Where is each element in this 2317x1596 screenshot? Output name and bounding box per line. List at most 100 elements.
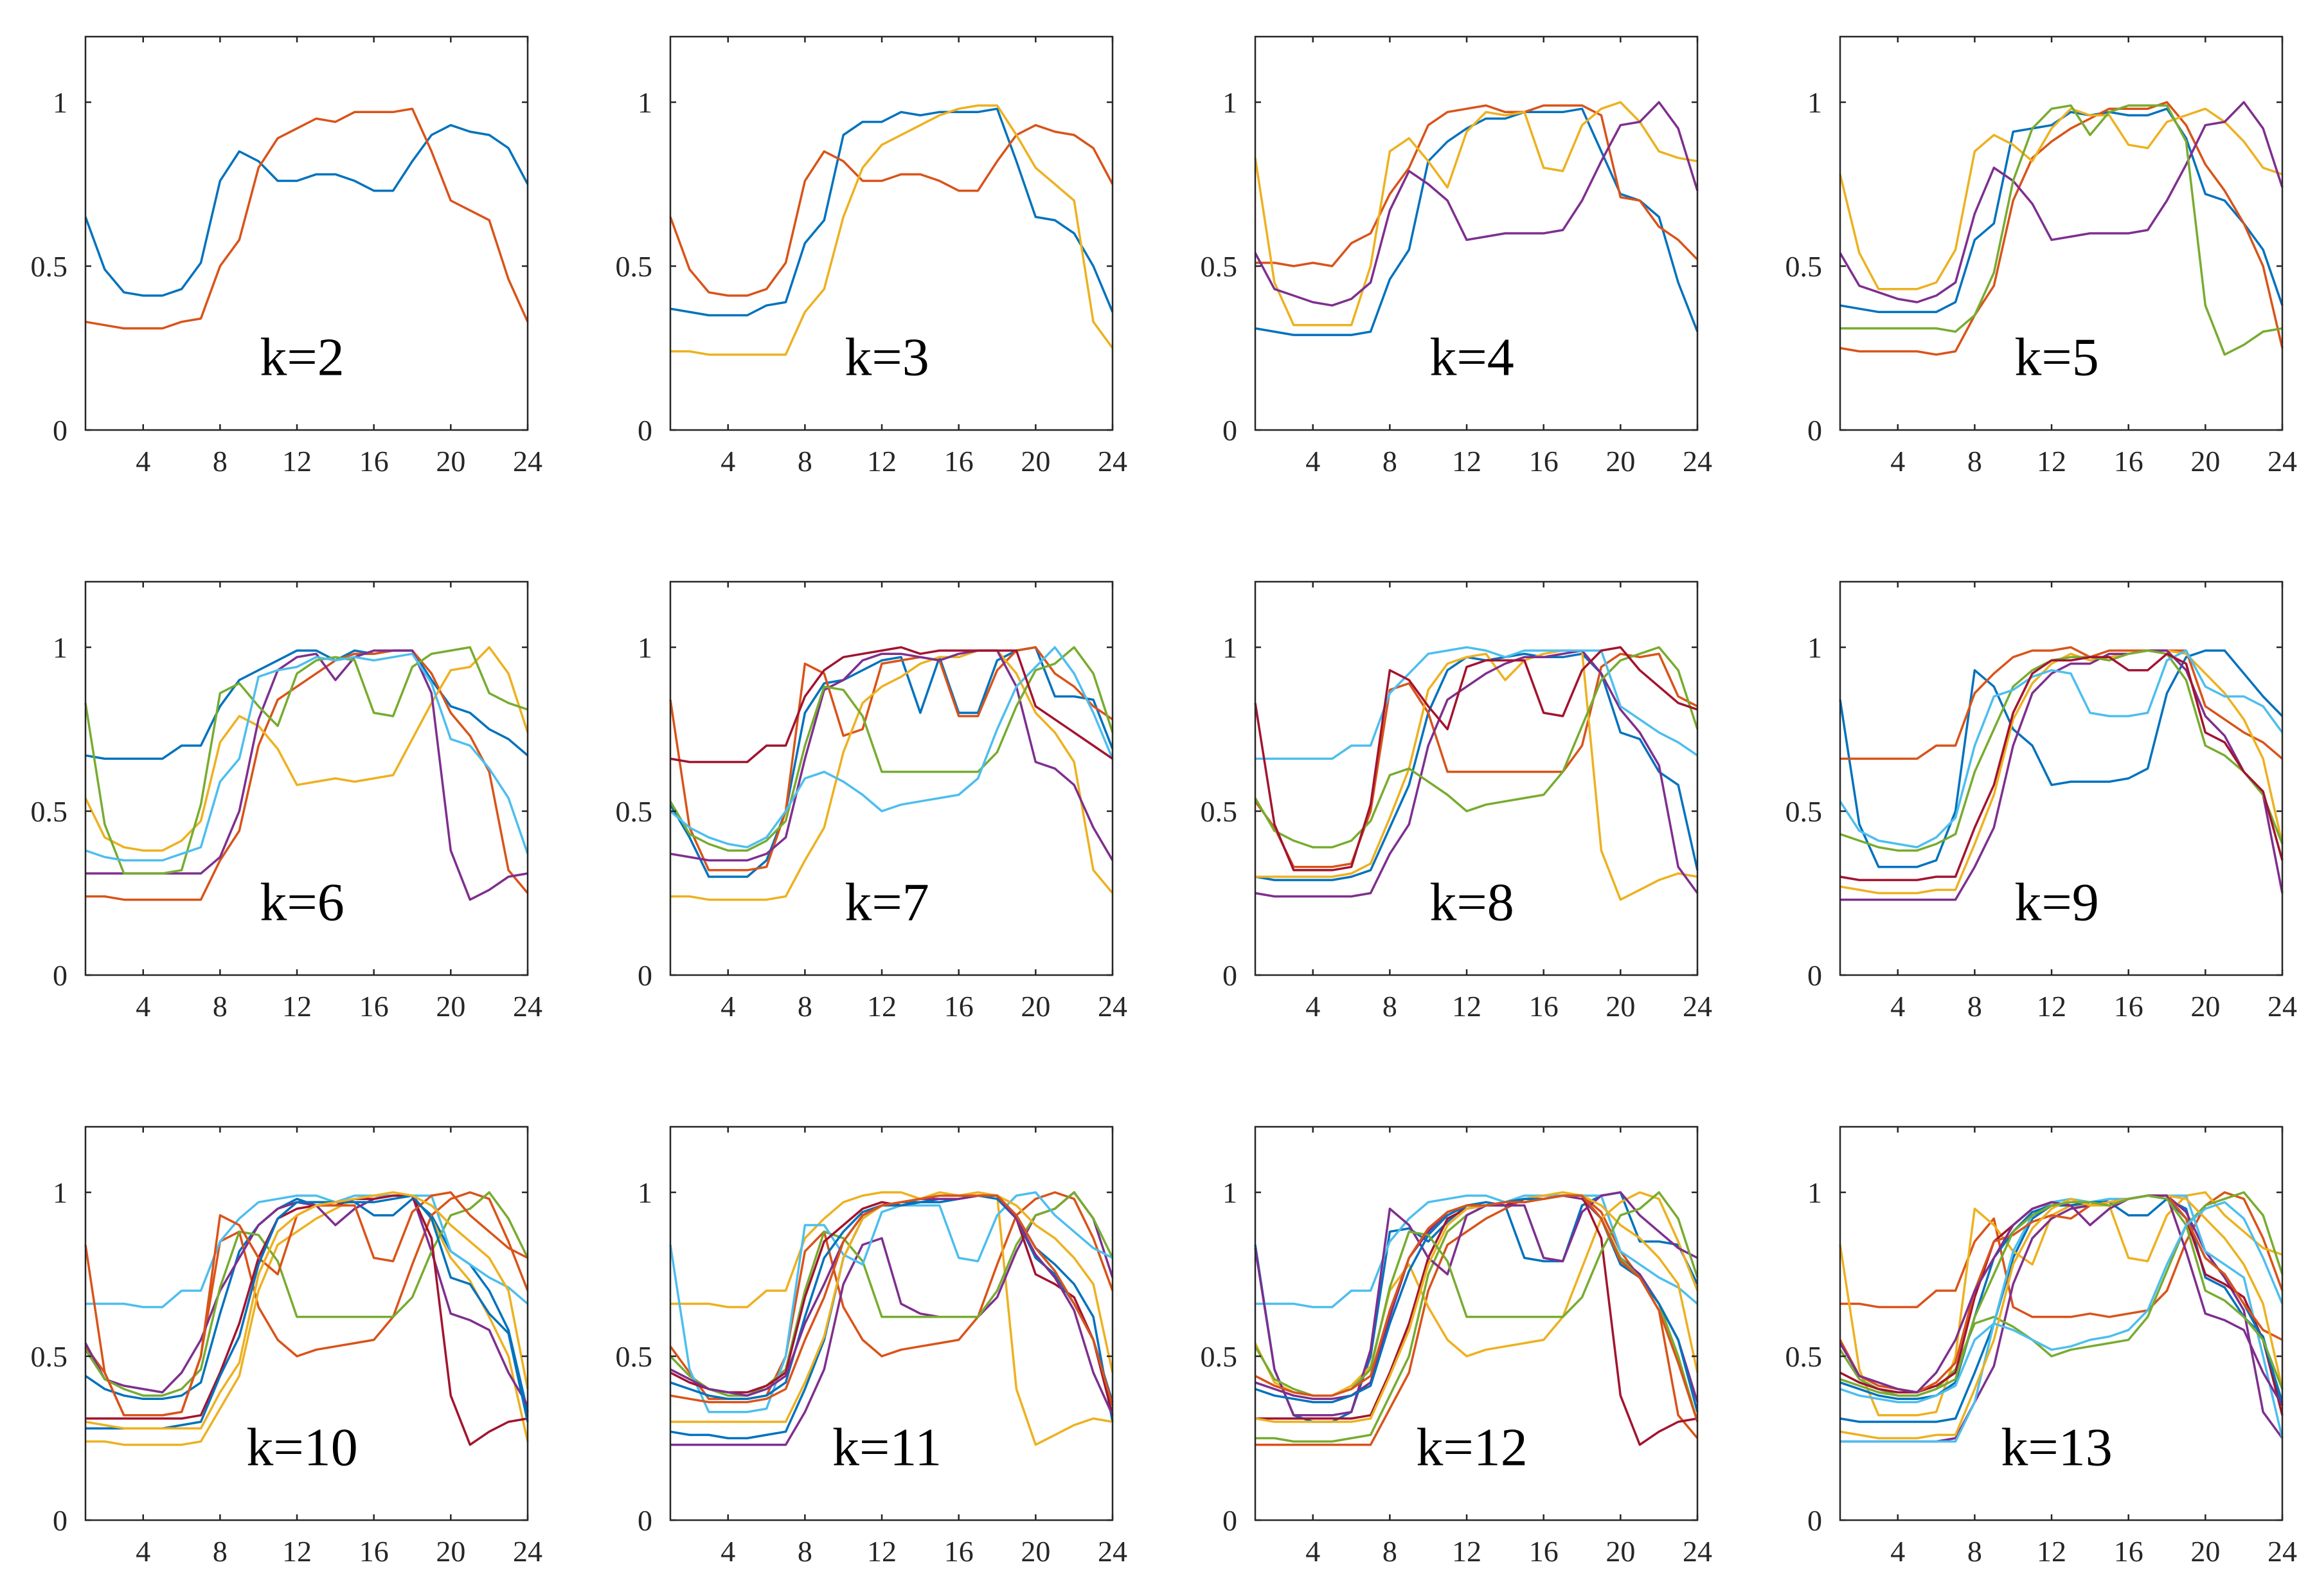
panel-label: k=2 (260, 327, 344, 387)
x-tick-label: 12 (2037, 990, 2066, 1023)
axes-frame (84, 1125, 529, 1521)
series-line-9 (1839, 1194, 2283, 1394)
series-line-2 (85, 649, 529, 901)
series-line-6 (1255, 1194, 1699, 1309)
x-tick-label: 12 (2037, 445, 2066, 478)
axes-frame (1839, 580, 2284, 976)
series-line-1 (84, 123, 529, 297)
x-tick-label: 4 (1890, 445, 1905, 478)
x-tick-label: 8 (213, 445, 228, 478)
x-tick-label: 20 (2190, 990, 2220, 1023)
panel-k-11: 4 8 12 16 20 24 0 0.5 1 k=11 (616, 1125, 1127, 1568)
x-tick-label: 8 (798, 990, 812, 1023)
series-line-6 (669, 646, 1114, 848)
series-line-5 (84, 646, 528, 875)
series-line-2 (669, 646, 1113, 872)
panel-k-5: 4 8 12 16 20 24 0 0.5 1 k=5 (1785, 35, 2297, 478)
series-line-1 (1839, 1197, 2284, 1423)
y-tick-label: 1 (638, 631, 652, 664)
panel-label: k=7 (845, 872, 929, 932)
series-line-11 (670, 1194, 1114, 1406)
x-tick-label: 16 (1529, 445, 1559, 478)
series-line-5 (1839, 649, 2284, 852)
series-line-2 (1255, 1194, 1699, 1446)
x-tick-label: 12 (867, 445, 897, 478)
x-tick-label: 24 (2268, 445, 2297, 478)
y-tick-label: 0 (53, 1504, 67, 1537)
x-tick-label: 4 (720, 990, 735, 1023)
panel-k-10: 4 8 12 16 20 24 0 0.5 1 k=10 (31, 1125, 542, 1568)
x-tick-label: 12 (282, 990, 312, 1023)
series-line-11 (1254, 1191, 1699, 1397)
series-line-7 (1254, 646, 1698, 872)
x-tick-label: 20 (1606, 1535, 1635, 1568)
x-tick-label: 16 (359, 990, 389, 1023)
series-line-12 (1255, 1194, 1699, 1422)
x-tick-label: 24 (1098, 990, 1127, 1023)
series-line-3 (1255, 649, 1698, 901)
y-tick-label: 0 (53, 414, 67, 447)
x-tick-label: 8 (798, 1535, 812, 1568)
series-line-1 (85, 649, 529, 760)
panel-label: k=4 (1429, 327, 1514, 387)
axes-frame (669, 1125, 1114, 1521)
x-tick-label: 8 (798, 445, 812, 478)
x-tick-label: 24 (1683, 445, 1712, 478)
panel-label: k=8 (1429, 872, 1514, 932)
x-tick-label: 24 (513, 990, 542, 1023)
y-tick-label: 0 (1807, 1504, 1822, 1537)
x-tick-label: 20 (2190, 445, 2220, 478)
series-line-3 (1839, 649, 2284, 895)
series-line-2 (85, 107, 529, 330)
series-line-6 (85, 652, 529, 862)
series-line-1 (85, 1197, 529, 1413)
x-tick-label: 12 (1452, 1535, 1481, 1568)
series-line-8 (1254, 1191, 1698, 1417)
y-tick-label: 0.5 (1785, 250, 1823, 283)
y-tick-label: 1 (1807, 1176, 1822, 1209)
x-tick-label: 20 (1021, 445, 1050, 478)
y-tick-label: 0.5 (616, 1340, 653, 1373)
series-line-2 (1840, 646, 2284, 760)
x-tick-label: 4 (136, 990, 150, 1023)
axes-frame (1839, 35, 2284, 431)
axes-frame (1839, 1125, 2284, 1521)
series-line-7 (85, 1194, 528, 1446)
series-line-1 (1839, 649, 2284, 868)
series-line-6 (669, 1191, 1113, 1413)
axes-frame (1254, 580, 1699, 976)
series-line-7 (1839, 652, 2284, 881)
series-line-5 (669, 646, 1114, 852)
series-line-6 (1840, 1194, 2284, 1443)
y-tick-label: 0.5 (1201, 1340, 1238, 1373)
x-tick-label: 20 (1021, 1535, 1050, 1568)
x-tick-label: 4 (1305, 990, 1320, 1023)
x-tick-label: 4 (136, 1535, 150, 1568)
panel-label: k=12 (1416, 1417, 1527, 1477)
series-line-1 (669, 646, 1114, 878)
x-tick-label: 4 (720, 1535, 735, 1568)
series-line-6 (1839, 649, 2284, 848)
series-line-2 (1255, 104, 1699, 267)
x-tick-label: 20 (1021, 990, 1050, 1023)
series-line-5 (669, 1191, 1114, 1397)
x-tick-label: 16 (2114, 445, 2143, 478)
y-tick-label: 0 (1222, 1504, 1237, 1537)
axes-frame (84, 580, 529, 976)
panel-label: k=10 (246, 1417, 357, 1477)
x-tick-label: 20 (2190, 1535, 2220, 1568)
series-line-8 (1839, 1194, 2284, 1403)
series-line-4 (1840, 1194, 2284, 1443)
panel-k-7: 4 8 12 16 20 24 0 0.5 1 k=7 (616, 580, 1127, 1023)
series-line-4 (85, 649, 528, 901)
series-line-5 (1254, 646, 1699, 848)
series-line-9 (670, 1194, 1114, 1403)
x-tick-label: 4 (720, 445, 735, 478)
panel-label: k=11 (832, 1417, 942, 1477)
y-tick-label: 1 (638, 1176, 652, 1209)
series-line-3 (1254, 1191, 1699, 1397)
y-tick-label: 0 (53, 959, 67, 992)
x-tick-label: 4 (1890, 990, 1905, 1023)
x-tick-label: 12 (282, 1535, 312, 1568)
